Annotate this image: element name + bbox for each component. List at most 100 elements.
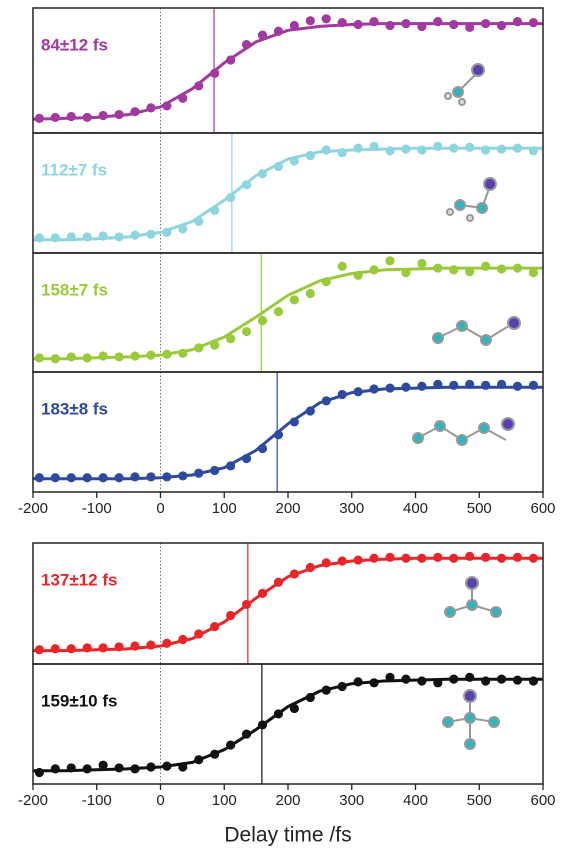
data-point [178,349,187,358]
x-tick-label: -100 [82,792,112,809]
data-point [481,381,490,390]
data-point [354,144,363,153]
data-point [35,768,44,777]
data-point [497,264,506,273]
data-point [322,686,331,695]
data-point [449,265,458,274]
data-point [226,193,235,202]
data-point [67,232,76,241]
data-point [449,381,458,390]
data-point [513,144,522,153]
data-point [338,262,347,271]
data-point [210,750,219,759]
data-point [369,142,378,151]
data-point [306,406,315,415]
data-point [258,316,267,325]
data-point [51,233,60,242]
data-point [465,673,474,682]
data-point [194,755,203,764]
panel-label: 112±7 fs [41,160,107,179]
data-point [226,740,235,749]
data-point [385,21,394,30]
data-point [130,107,139,116]
data-point [130,231,139,240]
panel-frame [33,664,543,784]
molecule-c3h7i [433,317,520,345]
data-point [178,94,187,103]
data-point [290,704,299,713]
data-point [369,265,378,274]
data-point [433,678,442,687]
data-point [322,145,331,154]
x-tick-label: 0 [156,500,164,517]
data-point [465,23,474,32]
data-point [290,569,299,578]
data-point [114,110,123,119]
data-point [433,263,442,272]
data-point [481,676,490,685]
data-point [67,352,76,361]
data-point [369,678,378,687]
x-tick-label: -200 [18,500,48,517]
data-point [465,143,474,152]
data-point [83,643,92,652]
data-point [130,764,139,773]
data-point [178,762,187,771]
figure: 84±12 fs112±7 fs158±7 fs183±8 fs-200-100… [0,0,563,851]
data-point [290,417,299,426]
data-point [354,555,363,564]
panel-frame [33,372,543,492]
data-point [83,473,92,482]
data-point [114,352,123,361]
data-point [465,380,474,389]
data-point [274,162,283,171]
x-tick-label: 200 [275,792,300,809]
panel-label: 183±8 fs [41,399,108,418]
data-point [242,729,251,738]
data-point [83,232,92,241]
data-point [433,380,442,389]
data-point [114,232,123,241]
data-point [99,473,108,482]
data-point [51,764,60,773]
data-point [162,472,171,481]
data-point [178,635,187,644]
data-point [99,231,108,240]
data-point [226,461,235,470]
data-point [99,761,108,770]
data-point [417,22,426,31]
data-point [513,675,522,684]
data-point [162,101,171,110]
data-point [354,271,363,280]
data-point [529,18,538,27]
data-point [274,27,283,36]
data-point [354,387,363,396]
data-point [433,553,442,562]
data-point [497,675,506,684]
data-point [146,351,155,360]
data-point [210,466,219,475]
data-point [369,554,378,563]
data-point [497,144,506,153]
data-point [433,142,442,151]
data-point [274,307,283,316]
data-point [417,382,426,391]
data-point [290,21,299,30]
data-point [51,354,60,363]
data-point [274,709,283,718]
data-point [401,268,410,277]
x-tick-label: 500 [467,792,492,809]
data-point [35,114,44,123]
data-point [354,677,363,686]
data-point [481,262,490,271]
x-tick-label: -100 [82,500,112,517]
data-point [322,396,331,405]
data-point [178,224,187,233]
data-point [290,295,299,304]
data-point [417,676,426,685]
data-point [529,146,538,155]
data-point [338,18,347,27]
data-point [290,156,299,165]
data-point [242,600,251,609]
data-point [35,473,44,482]
